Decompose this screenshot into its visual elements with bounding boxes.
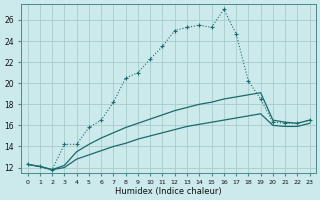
X-axis label: Humidex (Indice chaleur): Humidex (Indice chaleur): [115, 187, 222, 196]
